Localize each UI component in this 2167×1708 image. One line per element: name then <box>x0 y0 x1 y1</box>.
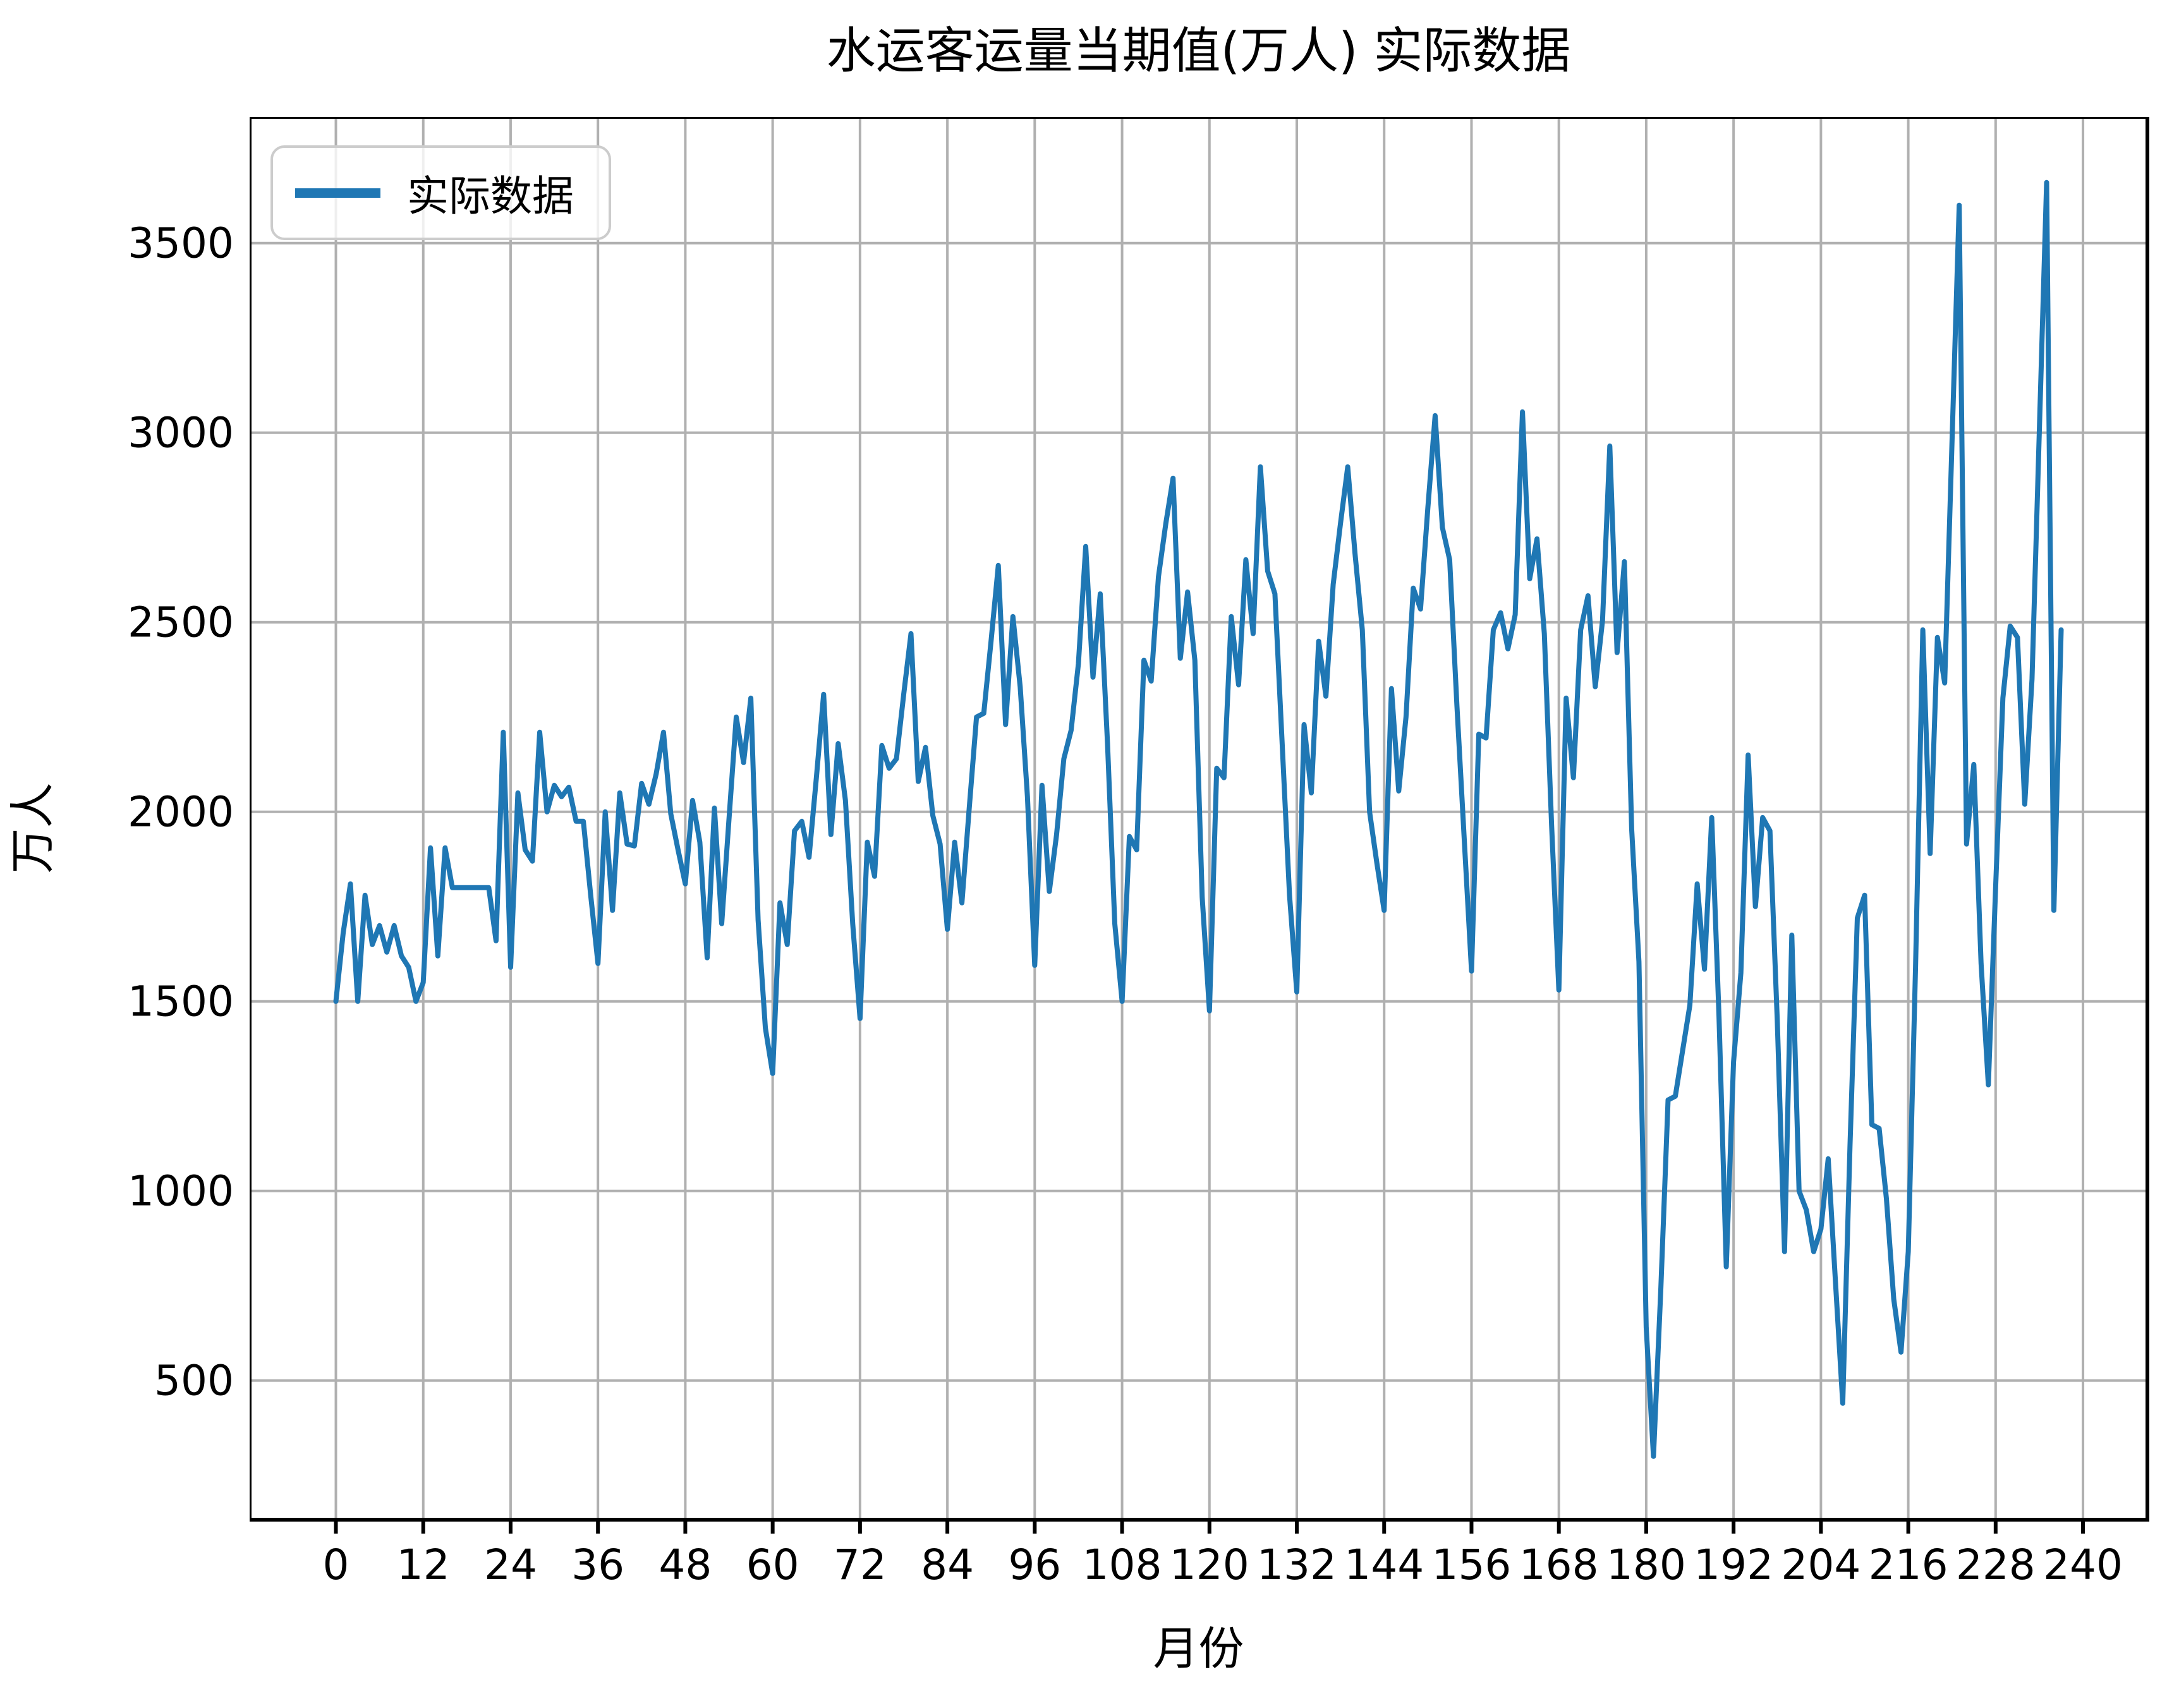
x-tick-label: 156 <box>1431 1541 1512 1589</box>
x-tick-label: 0 <box>322 1541 349 1589</box>
x-tick-label: 120 <box>1169 1541 1249 1589</box>
plot-canvas <box>250 117 2149 1534</box>
x-tick-label: 168 <box>1519 1541 1599 1589</box>
x-tick-label: 60 <box>746 1541 799 1589</box>
y-tick-label: 1500 <box>128 977 234 1026</box>
legend: 实际数据 <box>270 145 611 240</box>
axes-spines <box>250 117 2149 1522</box>
x-tick-label: 132 <box>1257 1541 1337 1589</box>
x-tick-label: 144 <box>1344 1541 1424 1589</box>
x-tick-label: 216 <box>1868 1541 1948 1589</box>
x-tick-label: 48 <box>659 1541 712 1589</box>
y-tick-label: 1000 <box>128 1166 234 1216</box>
y-tick-label: 3000 <box>128 408 234 457</box>
data-line <box>333 179 2064 1459</box>
y-tick-label: 500 <box>154 1356 234 1405</box>
x-tick-label: 72 <box>833 1541 887 1589</box>
x-tick-label: 204 <box>1781 1541 1861 1589</box>
x-tick-label: 96 <box>1008 1541 1062 1589</box>
x-tick-label: 24 <box>483 1541 537 1589</box>
x-tick-label: 84 <box>921 1541 974 1589</box>
legend-line-sample <box>295 188 380 198</box>
x-tick-label: 228 <box>1955 1541 2036 1589</box>
x-tick-label: 240 <box>2043 1541 2123 1589</box>
y-tick-label: 2000 <box>128 787 234 837</box>
y-tick-label: 3500 <box>128 219 234 268</box>
x-tick-label: 192 <box>1694 1541 1774 1589</box>
legend-label: 实际数据 <box>407 172 574 221</box>
x-tick-label: 108 <box>1082 1541 1162 1589</box>
y-tick-label: 2500 <box>128 598 234 647</box>
x-tick-label: 36 <box>571 1541 625 1589</box>
x-axis-label: 月份 <box>1153 1622 1244 1675</box>
x-tick-label: 180 <box>1606 1541 1686 1589</box>
chart-title: 水运客运量当期值(万人) 实际数据 <box>826 23 1571 80</box>
x-tick-label: 12 <box>396 1541 450 1589</box>
plot-area <box>250 117 2149 1534</box>
y-axis-label: 万人 <box>6 782 59 874</box>
